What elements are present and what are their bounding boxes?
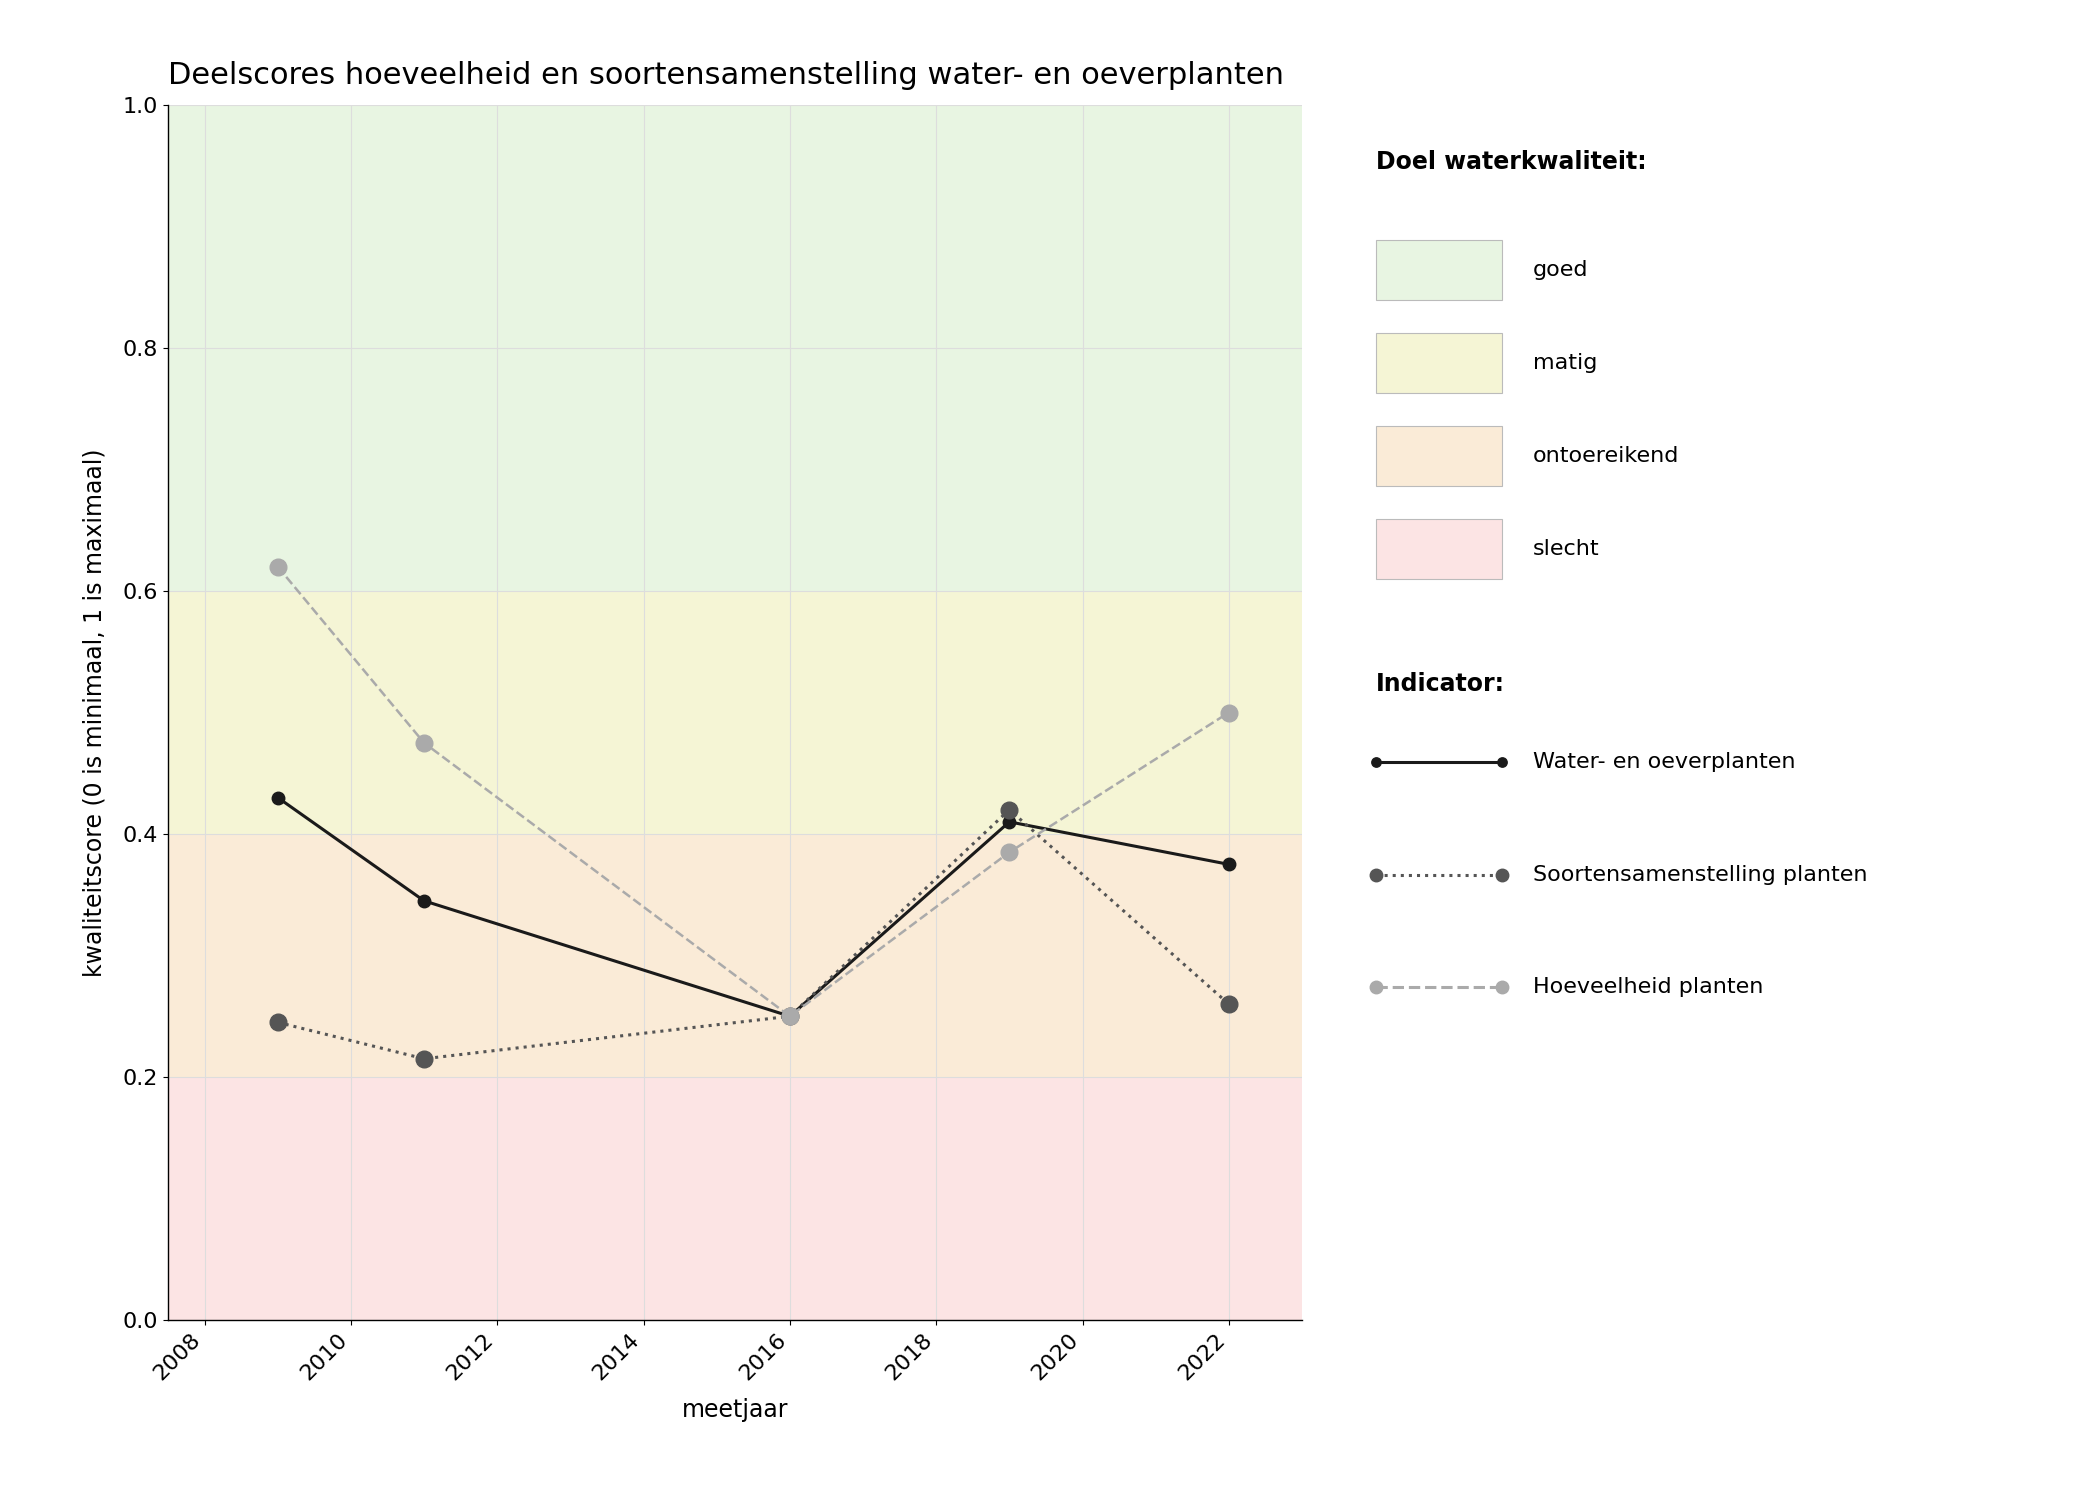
Text: Soortensamenstelling planten: Soortensamenstelling planten [1533,864,1867,885]
Text: matig: matig [1533,352,1598,374]
Bar [168,591,1302,834]
Text: Deelscores hoeveelheid en soortensamenstelling water- en oeverplanten: Deelscores hoeveelheid en soortensamenst… [168,62,1283,90]
Bar [168,105,1302,591]
Text: slecht: slecht [1533,538,1600,560]
Text: Water- en oeverplanten: Water- en oeverplanten [1533,752,1796,772]
Text: Indicator:: Indicator: [1376,672,1504,696]
Text: Doel waterkwaliteit:: Doel waterkwaliteit: [1376,150,1646,174]
Text: Hoeveelheid planten: Hoeveelheid planten [1533,976,1764,998]
Text: goed: goed [1533,260,1588,280]
Bar [168,1077,1302,1320]
Text: ontoereikend: ontoereikend [1533,446,1680,466]
Y-axis label: kwaliteitscore (0 is minimaal, 1 is maximaal): kwaliteitscore (0 is minimaal, 1 is maxi… [82,448,107,976]
X-axis label: meetjaar: meetjaar [682,1398,788,1422]
Bar [168,834,1302,1077]
